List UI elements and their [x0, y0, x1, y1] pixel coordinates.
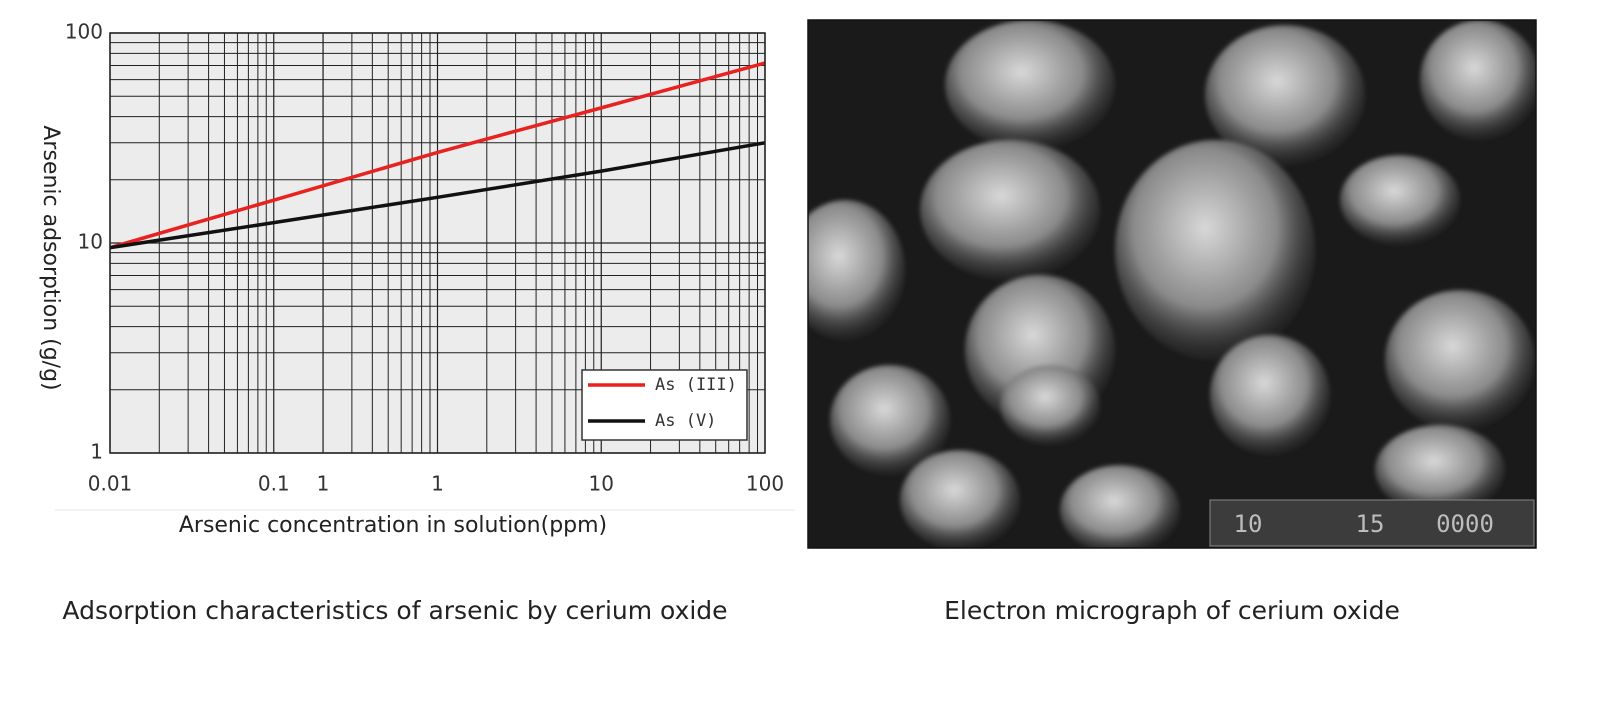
y-axis-label: Arsenic adsorption (g/g) [38, 125, 63, 390]
x-tick-label: 1 [317, 472, 330, 496]
caption: Adsorption characteristics of arsenic by… [62, 596, 727, 625]
x-tick-label: 10 [589, 472, 614, 496]
overlay-text: 0000 [1436, 510, 1494, 538]
x-axis-label: Arsenic concentration in solution(ppm) [179, 513, 607, 538]
caption: Electron micrograph of cerium oxide [944, 596, 1400, 625]
x-tick-label: 100 [746, 472, 784, 496]
legend: As (III) As (V) [581, 369, 748, 441]
micrograph-frame [807, 19, 1537, 549]
micrograph [808, 20, 1536, 548]
y-tick-label: 1 [90, 440, 103, 464]
plot-frame [109, 32, 766, 454]
overlay-text: 15 [1356, 510, 1385, 538]
overlay-text: 10 [1234, 510, 1263, 538]
x-tick-label: 1 [431, 472, 444, 496]
legend-box [581, 369, 748, 441]
series-line [109, 61, 766, 250]
overlay-bar [1209, 499, 1535, 547]
y-tick-label: 100 [65, 20, 103, 44]
x-tick-label: 0.1 [258, 472, 290, 496]
legend-label: As (V) [655, 411, 716, 431]
particles [808, 20, 1536, 548]
legend-label: As (III) [655, 375, 737, 395]
x-tick-label: 0.01 [88, 472, 133, 496]
y-tick-label: 10 [78, 230, 103, 254]
lines [109, 61, 766, 250]
series-line [109, 141, 766, 250]
